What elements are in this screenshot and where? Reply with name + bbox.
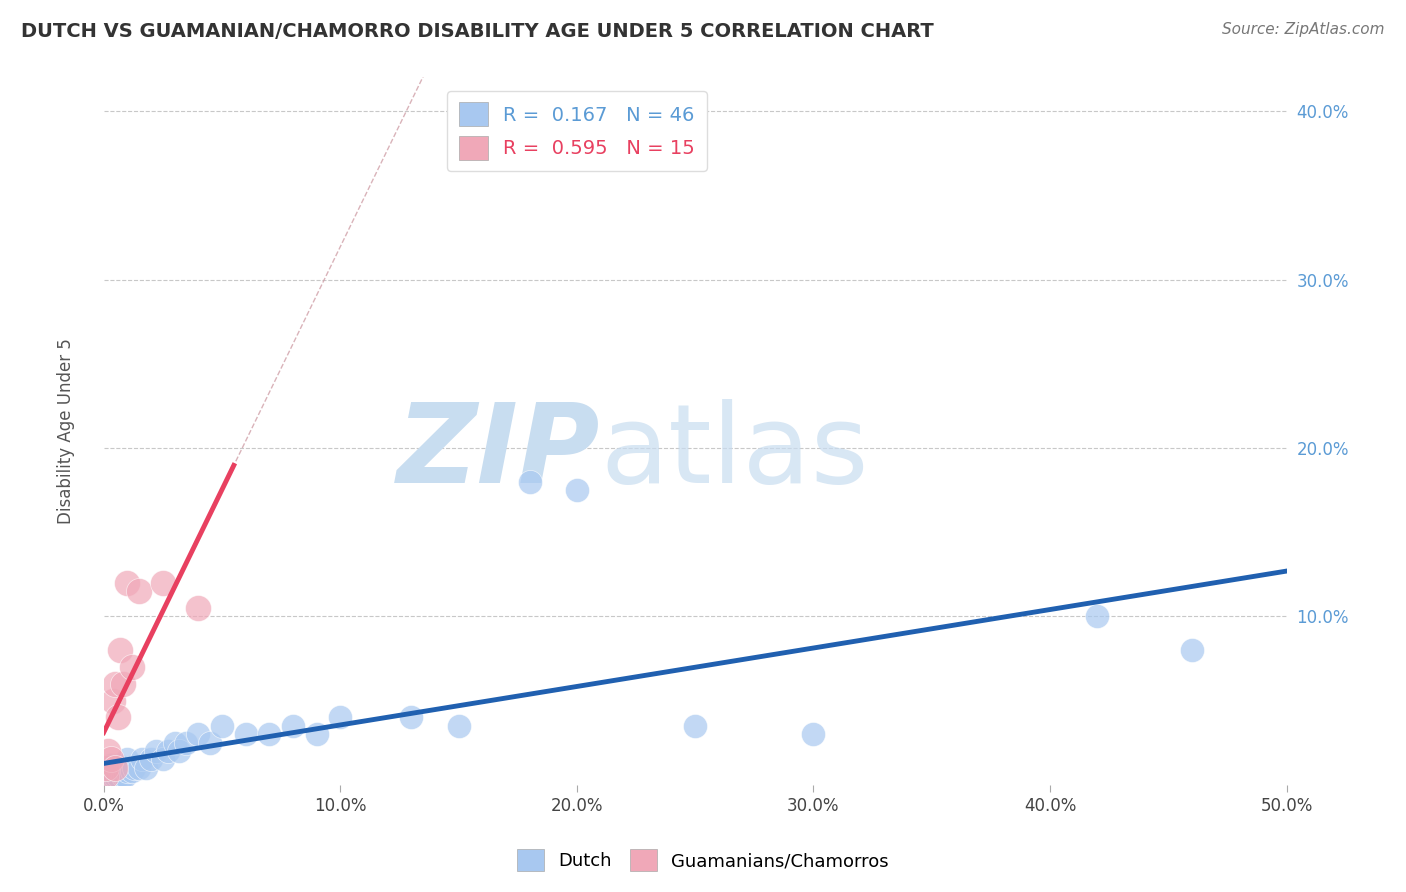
Point [198, 736, 221, 750]
Point [145, 744, 167, 758]
Point [305, 727, 328, 741]
Text: Source: ZipAtlas.com: Source: ZipAtlas.com [1222, 22, 1385, 37]
Point [447, 719, 470, 733]
Point [176, 736, 198, 750]
Point [187, 601, 209, 615]
Point [97, 761, 120, 775]
Point [107, 757, 129, 772]
Point [104, 761, 127, 775]
Point [100, 752, 122, 766]
Legend: Dutch, Guamanians/Chamorros: Dutch, Guamanians/Chamorros [509, 842, 897, 879]
Point [135, 761, 157, 775]
Text: DUTCH VS GUAMANIAN/CHAMORRO DISABILITY AGE UNDER 5 CORRELATION CHART: DUTCH VS GUAMANIAN/CHAMORRO DISABILITY A… [21, 22, 934, 41]
Point [104, 761, 127, 775]
Point [565, 483, 588, 497]
Point [111, 761, 134, 775]
Point [399, 710, 422, 724]
Point [211, 719, 233, 733]
Point [100, 764, 122, 779]
Text: atlas: atlas [600, 399, 869, 506]
Point [683, 719, 706, 733]
Point [101, 693, 124, 707]
Legend: R =  0.167   N = 46, R =  0.595   N = 15: R = 0.167 N = 46, R = 0.595 N = 15 [447, 91, 707, 171]
Point [128, 761, 150, 775]
Point [1181, 643, 1204, 657]
Point [111, 676, 134, 690]
Point [100, 757, 122, 772]
Point [100, 769, 122, 783]
Point [803, 727, 825, 741]
Point [110, 643, 132, 657]
Point [110, 764, 132, 779]
Point [187, 727, 209, 741]
Point [117, 575, 139, 590]
Point [117, 752, 139, 766]
Text: ZIP: ZIP [396, 399, 600, 506]
Point [128, 584, 150, 599]
Point [107, 710, 129, 724]
Point [156, 744, 179, 758]
Point [121, 764, 143, 779]
Point [104, 769, 127, 783]
Point [107, 769, 129, 783]
Point [124, 761, 146, 775]
Point [117, 764, 139, 779]
Point [1085, 609, 1108, 624]
Point [94, 764, 117, 779]
Point [329, 710, 352, 724]
Point [163, 736, 186, 750]
Point [111, 769, 134, 783]
Point [97, 769, 120, 783]
Point [94, 769, 117, 783]
Point [101, 769, 124, 783]
Point [235, 727, 257, 741]
Point [519, 475, 541, 489]
Point [139, 752, 162, 766]
Y-axis label: Disability Age Under 5: Disability Age Under 5 [58, 338, 75, 524]
Point [259, 727, 281, 741]
Point [169, 744, 191, 758]
Point [97, 744, 120, 758]
Point [131, 752, 153, 766]
Point [152, 575, 174, 590]
Point [94, 769, 117, 783]
Point [152, 752, 174, 766]
Point [114, 769, 136, 783]
Point [121, 660, 143, 674]
Point [281, 719, 304, 733]
Point [94, 761, 117, 775]
Point [104, 676, 127, 690]
